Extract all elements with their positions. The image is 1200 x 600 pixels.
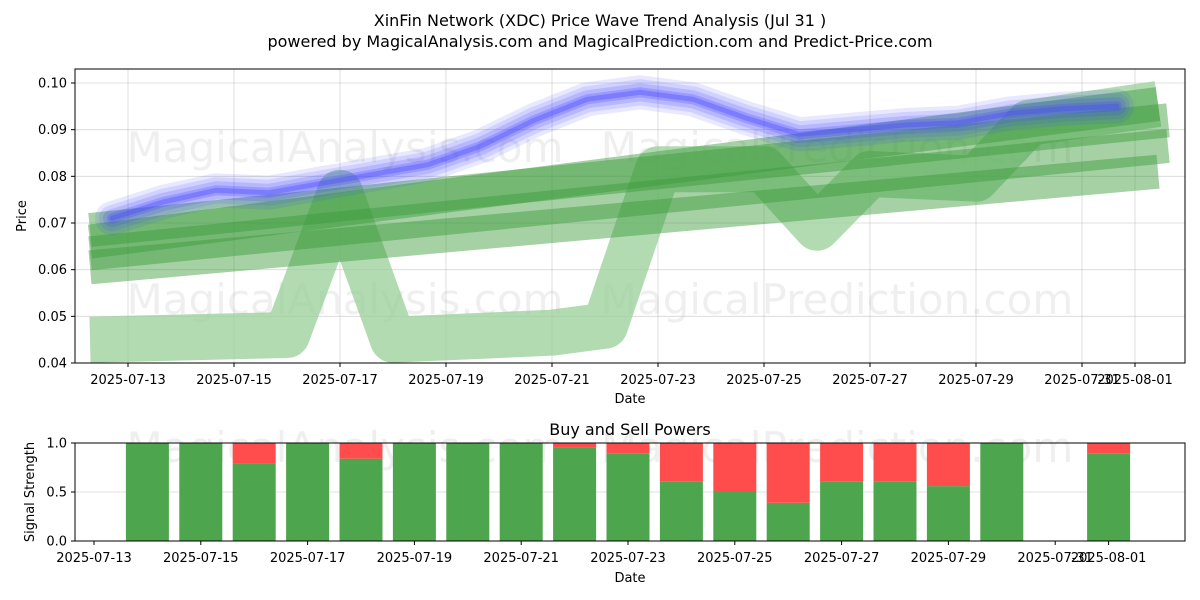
signal-x-tick-label: 2025-07-17 (270, 551, 346, 566)
price-x-tick-label: 2025-07-27 (832, 373, 908, 388)
trend-band (88, 103, 1170, 247)
signal-chart-panel: Buy and Sell Powers 0.0 0.5 1.0 2025-07-13… (23, 420, 1186, 586)
trend-band (88, 129, 1170, 271)
price-y-ticks: 0.04 0.05 0.06 0.07 0.08 0.09 0.10 (38, 77, 75, 372)
buy-power-bar (606, 453, 650, 541)
buy-power-bar (980, 443, 1024, 541)
signal-y-ticks: 0.0 0.5 1.0 (46, 437, 75, 550)
price-y-tick-label: 0.07 (38, 217, 67, 232)
price-x-tick-label: 2025-07-13 (90, 373, 166, 388)
signal-y-axis-label: Signal Strength (23, 442, 38, 542)
price-y-tick-label: 0.09 (38, 123, 67, 138)
price-x-tick-label: 2025-07-31 (1044, 373, 1120, 388)
price-x-axis-label: Date (614, 392, 645, 407)
sell-power-bar (926, 443, 970, 487)
sell-power-bar (766, 443, 810, 503)
price-x-ticks: 2025-07-13 2025-07-15 2025-07-17 2025-07-19… (90, 363, 1173, 388)
price-x-tick-label: 2025-07-29 (938, 373, 1014, 388)
chart-title: XinFin Network (XDC) Price Wave Trend An… (374, 11, 827, 30)
signal-x-tick-label: 2025-07-21 (483, 551, 559, 566)
signal-x-tick-label: 2025-07-31 (1017, 551, 1093, 566)
price-x-tick-label: 2025-07-19 (408, 373, 484, 388)
buy-power-bar (820, 481, 864, 541)
signal-x-tick-label: 2025-07-29 (911, 551, 987, 566)
signal-x-axis-label: Date (614, 571, 645, 586)
trend-band (88, 154, 1160, 285)
buy-power-bar (286, 443, 330, 541)
buy-power-bar (1087, 453, 1131, 541)
price-wave-layer (103, 83, 1126, 228)
price-wave-band (95, 75, 1134, 236)
sell-power-bar (873, 443, 917, 482)
signal-x-tick-label: 2025-07-15 (163, 551, 239, 566)
sell-power-bar (339, 443, 383, 459)
signal-x-ticks: 2025-07-13 2025-07-15 2025-07-17 2025-07-19… (56, 541, 1146, 566)
signal-x-tick-label: 2025-07-13 (56, 551, 132, 566)
buy-power-bar (659, 481, 703, 541)
price-plot-frame (74, 68, 1186, 364)
sell-power-bar (553, 443, 597, 448)
signal-chart-title: Buy and Sell Powers (549, 420, 711, 439)
buy-power-bar (232, 463, 276, 541)
signal-x-tick-label: 2025-07-19 (377, 551, 453, 566)
buy-power-bar (499, 443, 543, 541)
price-x-tick-label: 2025-07-23 (620, 373, 696, 388)
price-chart-panel: 0.040.050.060.070.080.090.10 2025-07-13 2… (15, 68, 1186, 407)
signal-bars (125, 443, 1131, 541)
signal-y-tick-label: 1.0 (46, 437, 67, 452)
sell-power-bar (713, 443, 757, 492)
buy-power-bar (392, 443, 436, 541)
chart-subtitle: powered by MagicalAnalysis.com and Magic… (267, 32, 932, 51)
wave-pattern-path (89, 81, 1162, 363)
price-y-tick-label: 0.05 (38, 310, 67, 325)
price-y-tick-label: 0.06 (38, 263, 67, 278)
price-wave-layer (99, 79, 1130, 232)
watermark-analysis-top: MagicalAnalysis.com (127, 123, 564, 172)
signal-y-tick-label: 0.5 (46, 486, 67, 501)
wave-pattern-band (89, 81, 1162, 363)
buy-power-bar (446, 443, 490, 541)
signal-x-tick-label: 2025-07-27 (804, 551, 880, 566)
sell-power-bar (232, 443, 276, 464)
price-x-tick-label: 2025-07-21 (514, 373, 590, 388)
sell-power-bar (606, 443, 650, 454)
buy-power-bar (553, 447, 597, 541)
signal-y-tick-label: 0.0 (46, 535, 67, 550)
watermark-prediction-mid: MagicalPrediction.com (601, 275, 1074, 324)
buy-power-bar (339, 458, 383, 541)
price-wave-layer (109, 89, 1120, 221)
trend-bands (87, 87, 1170, 285)
buy-power-bar (926, 486, 970, 541)
price-wave-layer (107, 87, 1122, 224)
price-wave-layer (95, 75, 1134, 236)
price-y-tick-label: 0.10 (38, 77, 67, 92)
price-x-tick-label: 2025-08-01 (1097, 373, 1173, 388)
sell-power-bar (820, 443, 864, 482)
buy-power-bar (179, 443, 223, 541)
buy-power-bar (713, 492, 757, 541)
buy-power-bar (766, 502, 810, 541)
trend-band (87, 87, 1161, 259)
price-x-tick-label: 2025-07-25 (726, 373, 802, 388)
price-x-tick-label: 2025-07-17 (302, 373, 378, 388)
signal-x-tick-label: 2025-07-23 (590, 551, 666, 566)
signal-x-tick-label: 2025-08-01 (1071, 551, 1147, 566)
sell-power-bar (1087, 443, 1131, 454)
sell-power-bar (659, 443, 703, 482)
buy-power-bar (125, 443, 169, 541)
price-y-tick-label: 0.08 (38, 170, 67, 185)
signal-x-tick-label: 2025-07-25 (697, 551, 773, 566)
buy-power-bar (873, 481, 917, 541)
price-x-tick-label: 2025-07-15 (196, 373, 272, 388)
price-y-axis-label: Price (15, 200, 30, 232)
price-y-tick-label: 0.04 (38, 357, 67, 372)
